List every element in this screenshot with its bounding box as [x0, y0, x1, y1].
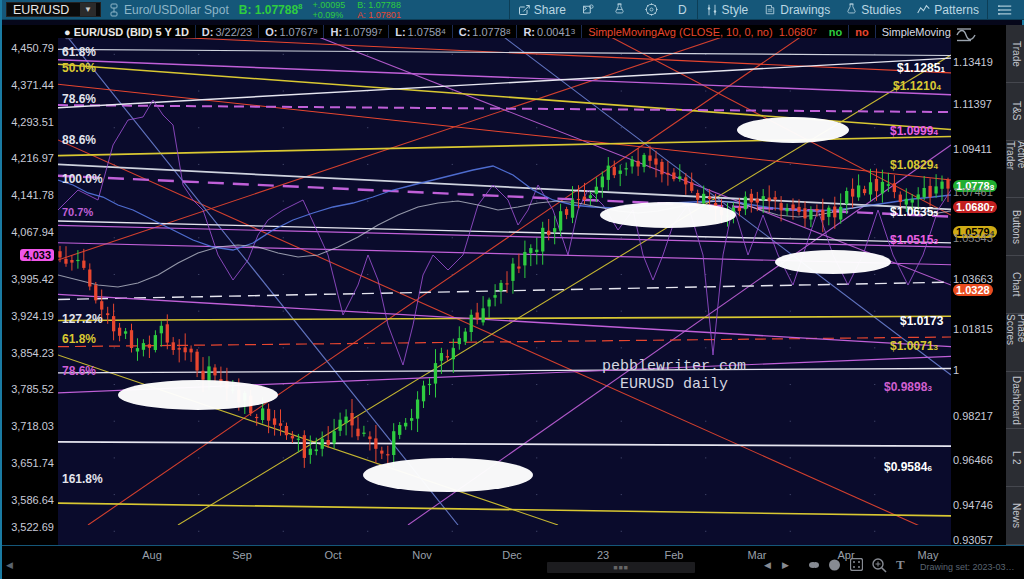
svg-text:i: i	[591, 5, 592, 7]
